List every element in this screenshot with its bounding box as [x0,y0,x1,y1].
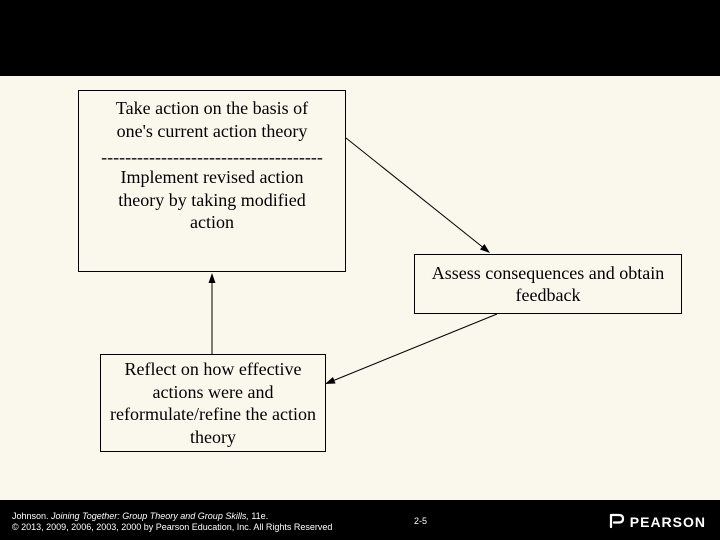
box-reflect: Reflect on how effective actions were an… [100,354,326,452]
box-take-implement: Take action on the basis of one's curren… [78,90,346,272]
text-assess: Assess consequences and obtain feedback [415,262,681,307]
slide: Take action on the basis of one's curren… [0,0,720,540]
text-reflect: Reflect on how effective actions were an… [101,358,325,448]
box-assess: Assess consequences and obtain feedback [414,254,682,314]
pearson-logo: PEARSON [608,512,706,532]
page-number: 2-5 [414,516,427,526]
text-take-action: Take action on the basis of one's curren… [79,97,345,142]
divider-dashes: ------------------------------------- [79,146,345,169]
footer-text: Johnson. Joining Together: Group Theory … [12,511,332,534]
pearson-word: PEARSON [630,514,706,530]
footer-edition: 11e. [251,511,268,521]
text-implement: Implement revised action theory by takin… [79,166,345,234]
footer-author: Johnson. [12,511,49,521]
footer-line-1: Johnson. Joining Together: Group Theory … [12,511,332,523]
header-bar [0,0,720,76]
footer-copyright: © 2013, 2009, 2006, 2003, 2000 by Pearso… [12,522,332,534]
footer-bar: Johnson. Joining Together: Group Theory … [0,500,720,540]
footer-title: Joining Together: Group Theory and Group… [51,511,249,521]
pearson-mark-icon [608,512,626,532]
